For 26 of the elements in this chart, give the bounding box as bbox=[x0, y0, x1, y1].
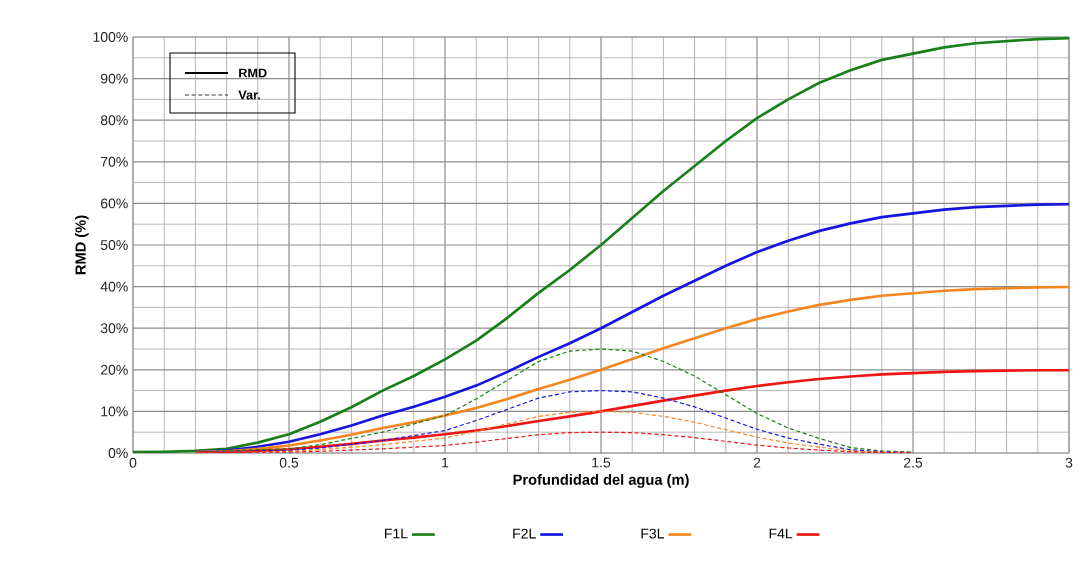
legend-label: F1L bbox=[385, 528, 408, 539]
annotation: RMD bbox=[239, 68, 267, 78]
x-tick-label: 2.5 bbox=[903, 457, 923, 468]
y-tick-label: 0% bbox=[108, 448, 128, 458]
y-axis-title: RMD (%) bbox=[75, 215, 89, 275]
y-tick-label: 100% bbox=[93, 32, 128, 42]
y-tick-label: 80% bbox=[100, 115, 128, 126]
y-tick-label: 90% bbox=[100, 73, 128, 84]
annotation: Var. bbox=[238, 90, 260, 100]
y-tick-label: 60% bbox=[100, 198, 128, 209]
y-tick-label: 70% bbox=[100, 156, 128, 167]
y-tick-label: 10% bbox=[101, 406, 128, 417]
x-tick-label: 3 bbox=[1065, 457, 1073, 468]
legend-label: F4L bbox=[769, 528, 793, 539]
legend-label: F2L bbox=[513, 528, 536, 539]
legend-label: F3L bbox=[641, 528, 664, 539]
x-tick-label: 2 bbox=[753, 457, 761, 468]
x-tick-label: 0.5 bbox=[279, 457, 299, 468]
y-tick-label: 40% bbox=[100, 281, 128, 292]
y-tick-label: 20% bbox=[100, 364, 128, 375]
y-tick-label: 30% bbox=[100, 323, 128, 334]
x-tick-label: 1 bbox=[442, 457, 449, 468]
x-tick-label: 0 bbox=[129, 457, 137, 468]
y-tick-label: 50% bbox=[100, 240, 128, 250]
x-axis-title: Profundidad del agua (m) bbox=[513, 474, 689, 488]
x-tick-label: 1.5 bbox=[592, 457, 611, 468]
